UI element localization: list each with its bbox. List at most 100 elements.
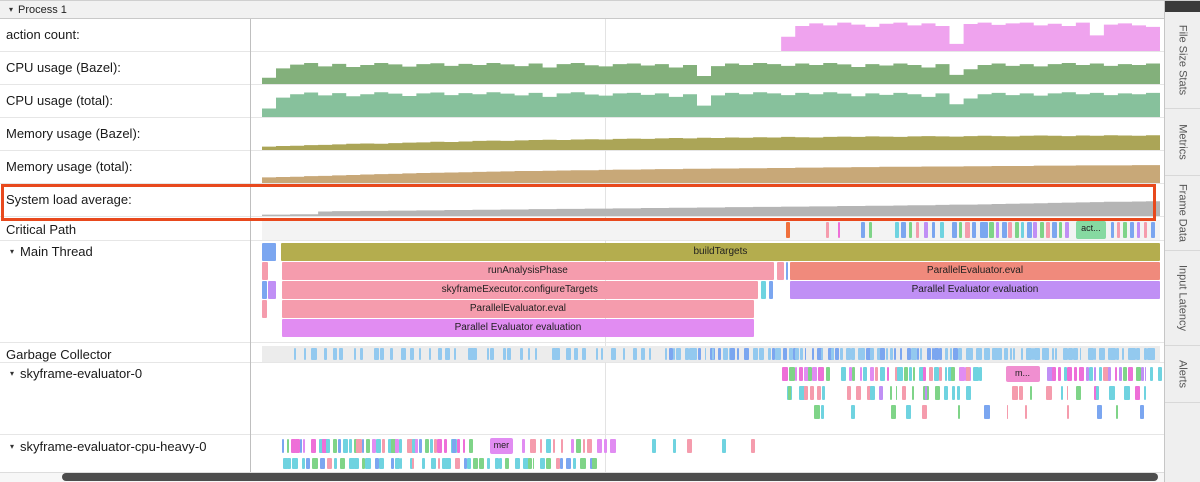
trace-event-tick[interactable] (519, 348, 523, 360)
trace-event-tick[interactable] (399, 458, 403, 469)
trace-event-tick[interactable] (348, 439, 352, 453)
trace-event-tick[interactable] (972, 222, 976, 238)
trace-event-tick[interactable] (414, 439, 418, 453)
trace-event-tick[interactable] (826, 367, 830, 381)
trace-event-tick[interactable] (723, 348, 729, 360)
trace-event-tick[interactable] (998, 348, 1002, 360)
trace-event-tick[interactable] (406, 439, 413, 453)
trace-event-tick[interactable] (382, 439, 385, 453)
trace-event-tick[interactable] (570, 439, 575, 453)
trace-event-tick[interactable] (767, 348, 772, 360)
tab-frame-data[interactable]: Frame Data (1165, 176, 1200, 251)
trace-event-tick[interactable] (399, 439, 402, 453)
trace-event-tick[interactable] (472, 348, 478, 360)
slice-m-[interactable]: m... (1005, 366, 1040, 382)
trace-event-tick[interactable] (592, 458, 597, 469)
trace-event-tick[interactable] (932, 348, 934, 360)
trace-event-tick[interactable] (851, 367, 856, 381)
trace-event-tick[interactable] (965, 222, 970, 238)
trace-event-tick[interactable] (951, 222, 958, 238)
trace-event-tick[interactable] (1066, 405, 1069, 419)
trace-event-tick[interactable] (771, 348, 776, 360)
trace-event-tick[interactable] (890, 348, 893, 360)
tab-file-size-stats[interactable]: File Size Stats (1165, 12, 1200, 109)
slice-parallelevaluator-eval[interactable]: ParallelEvaluator.eval (790, 262, 1160, 280)
trace-event-tick[interactable] (966, 386, 971, 400)
trace-event-tick[interactable] (324, 348, 328, 360)
trace-event-tick[interactable] (320, 458, 325, 469)
trace-event-tick[interactable] (686, 439, 692, 453)
trace-event-tick[interactable] (718, 348, 721, 360)
garbage-collector-track[interactable] (262, 346, 1160, 362)
trace-event-tick[interactable] (899, 348, 903, 360)
trace-event-tick[interactable] (894, 367, 899, 381)
trace-event-tick[interactable] (1003, 348, 1008, 360)
trace-event-tick[interactable] (463, 458, 467, 469)
trace-event-tick[interactable] (1143, 222, 1148, 238)
trace-event-tick[interactable] (879, 386, 883, 400)
trace-event-tick[interactable] (486, 348, 490, 360)
trace-event-tick[interactable] (1093, 367, 1097, 381)
trace-event-tick[interactable] (301, 458, 306, 469)
trace-event-tick[interactable] (818, 367, 823, 381)
trace-event-tick[interactable] (441, 458, 446, 469)
trace-event-tick[interactable] (851, 348, 855, 360)
trace-event-tick[interactable] (342, 439, 348, 453)
trace-event-tick[interactable] (468, 348, 474, 360)
trace-event-tick[interactable] (1114, 367, 1117, 381)
trace-event-tick[interactable] (1136, 222, 1141, 238)
trace-event-tick[interactable] (944, 348, 948, 360)
trace-event-tick[interactable] (445, 458, 451, 469)
trace-event-tick[interactable] (908, 367, 913, 381)
trace-event-tick[interactable] (867, 386, 872, 400)
trace-event-tick[interactable] (553, 439, 556, 453)
trace-event-tick[interactable] (610, 439, 616, 453)
slice[interactable] (785, 262, 789, 280)
trace-event-tick[interactable] (380, 348, 385, 360)
trace-event-tick[interactable] (676, 348, 682, 360)
trace-event-tick[interactable] (906, 348, 911, 360)
trace-event-tick[interactable] (825, 222, 830, 238)
trace-event-tick[interactable] (1141, 367, 1144, 381)
trace-event-tick[interactable] (865, 348, 872, 360)
trace-event-tick[interactable] (436, 439, 442, 453)
trace-event-tick[interactable] (673, 439, 676, 453)
trace-event-tick[interactable] (1078, 367, 1085, 381)
trace-event-tick[interactable] (623, 348, 626, 360)
trace-event-tick[interactable] (821, 367, 825, 381)
trace-event-tick[interactable] (965, 367, 970, 381)
trace-event-tick[interactable] (788, 386, 791, 400)
trace-event-tick[interactable] (532, 458, 535, 469)
trace-event-tick[interactable] (1076, 386, 1082, 400)
trace-event-tick[interactable] (1115, 348, 1120, 360)
trace-event-tick[interactable] (1093, 386, 1099, 400)
trace-event-tick[interactable] (1103, 367, 1110, 381)
trace-event-tick[interactable] (953, 348, 959, 360)
trace-event-tick[interactable] (959, 367, 965, 381)
slice[interactable] (262, 300, 268, 318)
trace-event-tick[interactable] (473, 458, 479, 469)
trace-event-tick[interactable] (326, 439, 331, 453)
trace-event-tick[interactable] (1122, 348, 1125, 360)
trace-event-tick[interactable] (452, 439, 457, 453)
trace-event-tick[interactable] (419, 439, 423, 453)
trace-event-tick[interactable] (1144, 386, 1147, 400)
slice[interactable] (761, 281, 766, 299)
skyframe-evaluator-cpu-heavy-0-row-1[interactable] (262, 456, 1160, 471)
trace-event-tick[interactable] (816, 386, 821, 400)
trace-event-tick[interactable] (422, 458, 425, 469)
slice[interactable] (776, 262, 784, 280)
trace-event-tick[interactable] (507, 348, 512, 360)
trace-event-tick[interactable] (1047, 367, 1053, 381)
trace-event-tick[interactable] (401, 348, 407, 360)
trace-event-tick[interactable] (859, 367, 863, 381)
trace-event-tick[interactable] (795, 348, 799, 360)
trace-event-tick[interactable] (294, 348, 297, 360)
trace-event-tick[interactable] (327, 458, 333, 469)
trace-event-tick[interactable] (869, 348, 874, 360)
trace-event-tick[interactable] (798, 367, 803, 381)
main-thread-row-2[interactable]: skyframeExecutor.configureTargets Paralle… (262, 281, 1160, 299)
trace-event-tick[interactable] (311, 348, 317, 360)
trace-event-tick[interactable] (910, 348, 917, 360)
trace-event-tick[interactable] (418, 348, 422, 360)
